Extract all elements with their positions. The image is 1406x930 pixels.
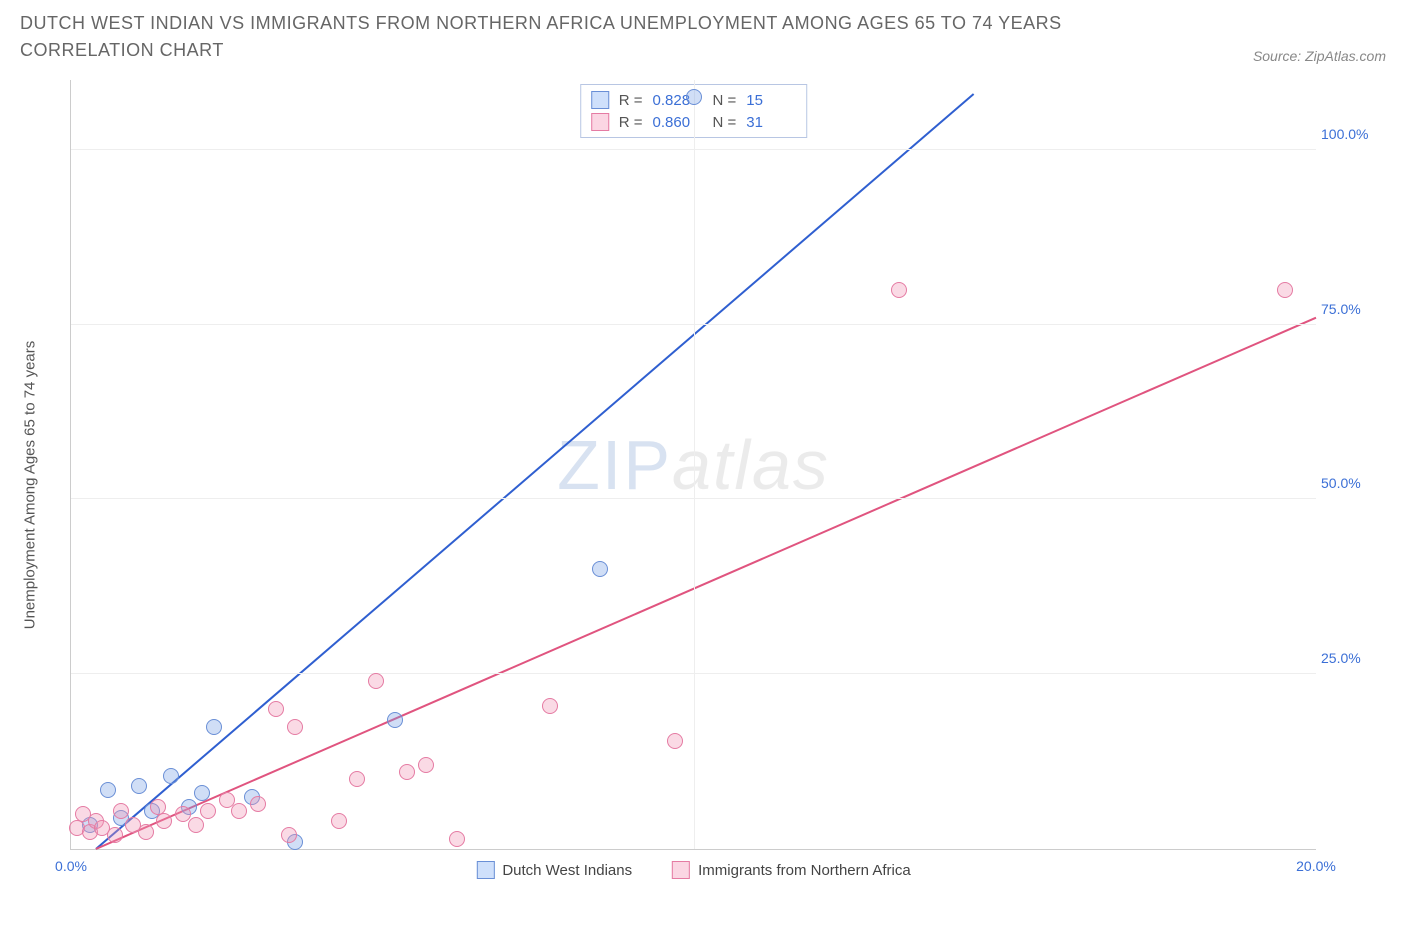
y-tick-label: 100.0% xyxy=(1321,126,1381,142)
scatter-point-dwi xyxy=(686,89,702,105)
chart-title: DUTCH WEST INDIAN VS IMMIGRANTS FROM NOR… xyxy=(20,10,1120,64)
trend-line-dwi xyxy=(96,94,974,849)
scatter-point-na xyxy=(138,824,154,840)
r-value-na: 0.860 xyxy=(653,114,703,131)
legend-label-na: Immigrants from Northern Africa xyxy=(698,862,911,879)
n-label: N = xyxy=(713,92,737,109)
x-tick-label: 0.0% xyxy=(55,858,87,874)
scatter-point-na xyxy=(268,701,284,717)
scatter-point-na xyxy=(287,719,303,735)
grid-line-vertical xyxy=(694,80,695,849)
scatter-point-dwi xyxy=(100,782,116,798)
y-axis-label: Unemployment Among Ages 65 to 74 years xyxy=(22,341,39,630)
swatch-na xyxy=(672,861,690,879)
trend-line-na xyxy=(96,318,1316,849)
scatter-point-dwi xyxy=(387,712,403,728)
y-tick-label: 25.0% xyxy=(1321,650,1381,666)
scatter-point-na xyxy=(667,733,683,749)
scatter-point-na xyxy=(399,764,415,780)
scatter-point-na xyxy=(231,803,247,819)
header-bar: DUTCH WEST INDIAN VS IMMIGRANTS FROM NOR… xyxy=(0,0,1406,64)
scatter-point-dwi xyxy=(194,785,210,801)
scatter-point-na xyxy=(156,813,172,829)
plot-area: ZIPatlas R = 0.828 N = 15 R = 0.860 N = … xyxy=(70,80,1316,850)
scatter-point-na xyxy=(542,698,558,714)
legend-series-names: Dutch West Indians Immigrants from North… xyxy=(476,861,910,879)
scatter-point-dwi xyxy=(206,719,222,735)
scatter-point-na xyxy=(188,817,204,833)
y-tick-label: 75.0% xyxy=(1321,301,1381,317)
legend-label-dwi: Dutch West Indians xyxy=(502,862,632,879)
scatter-point-na xyxy=(449,831,465,847)
scatter-point-dwi xyxy=(592,561,608,577)
scatter-point-na xyxy=(281,827,297,843)
n-value-na: 31 xyxy=(746,114,796,131)
legend-item-dwi: Dutch West Indians xyxy=(476,861,632,879)
scatter-point-na xyxy=(368,673,384,689)
scatter-point-na xyxy=(331,813,347,829)
scatter-point-na xyxy=(113,803,129,819)
scatter-point-dwi xyxy=(163,768,179,784)
scatter-point-na xyxy=(1277,282,1293,298)
legend-item-na: Immigrants from Northern Africa xyxy=(672,861,911,879)
scatter-point-dwi xyxy=(131,778,147,794)
scatter-point-na xyxy=(107,827,123,843)
swatch-dwi xyxy=(591,91,609,109)
n-value-dwi: 15 xyxy=(746,92,796,109)
scatter-point-na xyxy=(200,803,216,819)
scatter-point-na xyxy=(349,771,365,787)
x-tick-label: 20.0% xyxy=(1296,858,1336,874)
y-tick-label: 50.0% xyxy=(1321,475,1381,491)
scatter-point-na xyxy=(891,282,907,298)
scatter-point-na xyxy=(418,757,434,773)
swatch-na xyxy=(591,113,609,131)
r-label: R = xyxy=(619,92,643,109)
r-label: R = xyxy=(619,114,643,131)
source-attribution: Source: ZipAtlas.com xyxy=(1253,48,1386,64)
scatter-point-na xyxy=(250,796,266,812)
swatch-dwi xyxy=(476,861,494,879)
n-label: N = xyxy=(713,114,737,131)
chart-container: Unemployment Among Ages 65 to 74 years Z… xyxy=(50,80,1386,890)
